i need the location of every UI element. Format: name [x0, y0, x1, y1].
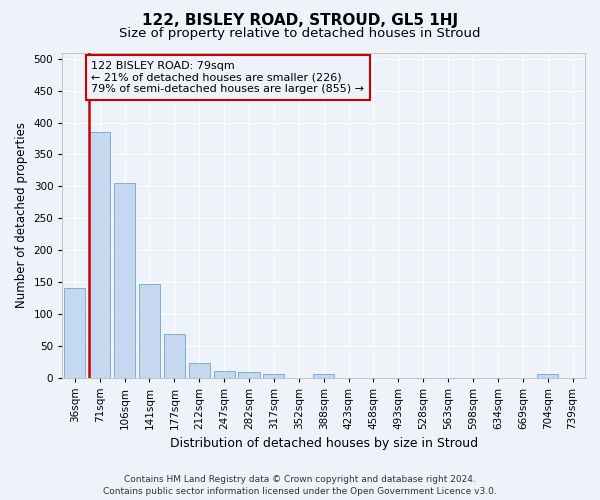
- X-axis label: Distribution of detached houses by size in Stroud: Distribution of detached houses by size …: [170, 437, 478, 450]
- Text: Contains HM Land Registry data © Crown copyright and database right 2024.
Contai: Contains HM Land Registry data © Crown c…: [103, 474, 497, 496]
- Bar: [238, 372, 260, 378]
- Bar: [214, 371, 235, 378]
- Bar: [164, 334, 185, 378]
- Bar: [114, 183, 135, 378]
- Bar: [64, 288, 85, 378]
- Bar: [139, 284, 160, 378]
- Text: Size of property relative to detached houses in Stroud: Size of property relative to detached ho…: [119, 28, 481, 40]
- Bar: [263, 374, 284, 378]
- Bar: [188, 364, 210, 378]
- Text: 122, BISLEY ROAD, STROUD, GL5 1HJ: 122, BISLEY ROAD, STROUD, GL5 1HJ: [142, 12, 458, 28]
- Bar: [537, 374, 558, 378]
- Bar: [313, 374, 334, 378]
- Bar: [89, 132, 110, 378]
- Text: 122 BISLEY ROAD: 79sqm
← 21% of detached houses are smaller (226)
79% of semi-de: 122 BISLEY ROAD: 79sqm ← 21% of detached…: [91, 61, 364, 94]
- Y-axis label: Number of detached properties: Number of detached properties: [15, 122, 28, 308]
